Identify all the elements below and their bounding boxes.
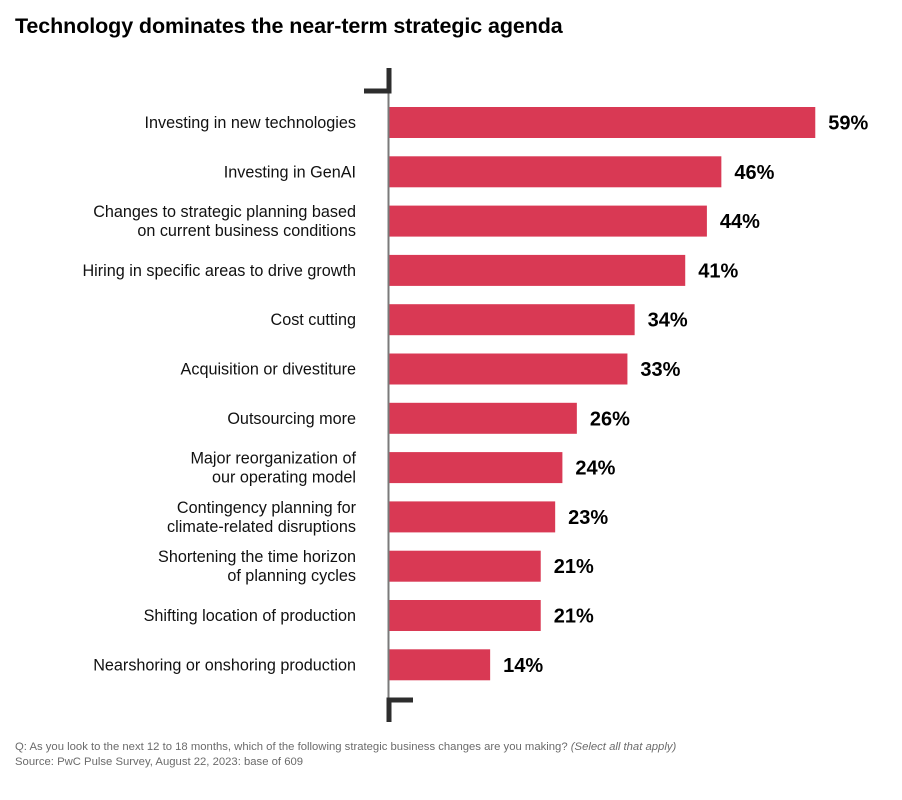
bar [389, 600, 541, 631]
category-label: Contingency planning for climate-related … [167, 499, 357, 536]
bar-value-label: 23% [568, 507, 608, 529]
bar [389, 205, 707, 237]
category-label: Investing in new technologies [145, 114, 356, 132]
category-label: Hiring in specific areas to drive growth [82, 262, 356, 280]
category-label: Changes to strategic planning based on cu… [93, 203, 356, 240]
bar [389, 402, 577, 434]
bar-value-label: 44% [720, 211, 760, 233]
bar [389, 501, 556, 533]
bar-value-label: 46% [734, 162, 774, 184]
bar-value-label: 26% [590, 408, 630, 430]
value-labels-group: 59% 46% 44% 41% 34% 33% 26% 24% 23% 21% 21% 14% [503, 113, 868, 677]
survey-question: Q: As you look to the next 12 to 18 mont… [15, 740, 676, 755]
category-label: Investing in GenAI [224, 163, 356, 181]
bar [389, 156, 722, 188]
top-bracket-mark [364, 68, 392, 94]
survey-question-text: Q: As you look to the next 12 to 18 mont… [15, 741, 568, 753]
bar [389, 304, 635, 336]
category-label: Cost cutting [271, 311, 356, 329]
bar [389, 254, 686, 286]
category-label: Acquisition or divestiture [181, 361, 356, 379]
category-label: Nearshoring or onshoring production [93, 656, 356, 674]
chart-footer: Q: As you look to the next 12 to 18 mont… [15, 740, 676, 770]
bar-value-label: 21% [554, 606, 594, 628]
category-label: Outsourcing more [227, 410, 356, 428]
source-note: Source: PwC Pulse Survey, August 22, 202… [15, 756, 304, 768]
chart-title: Technology dominates the near-term strat… [15, 14, 563, 38]
category-label: Major reorganization of our operating mod… [190, 450, 356, 487]
bars-group [389, 107, 816, 681]
bar [389, 649, 491, 681]
bar-value-label: 41% [698, 260, 738, 282]
category-label: Shortening the time horizon of planning c… [158, 548, 356, 585]
bar-value-label: 24% [575, 458, 615, 480]
category-labels-group: Investing in new technologies Investing i… [82, 114, 356, 674]
bottom-bracket-mark [386, 697, 413, 722]
bar-value-label: 21% [554, 556, 594, 578]
bar-chart: Investing in new technologies Investing i… [82, 68, 869, 722]
bar-value-label: 34% [648, 310, 688, 332]
survey-question-note: (Select all that apply) [570, 741, 677, 753]
bar [389, 452, 563, 484]
chart-area: Investing in new technologies Investing i… [82, 68, 869, 722]
bar-value-label: 14% [503, 655, 543, 677]
category-label: Shifting location of production [144, 607, 356, 625]
bar-value-label: 33% [640, 359, 680, 381]
bar [389, 353, 628, 385]
bar-value-label: 59% [828, 113, 868, 135]
bar [389, 107, 816, 138]
bar [389, 550, 541, 582]
